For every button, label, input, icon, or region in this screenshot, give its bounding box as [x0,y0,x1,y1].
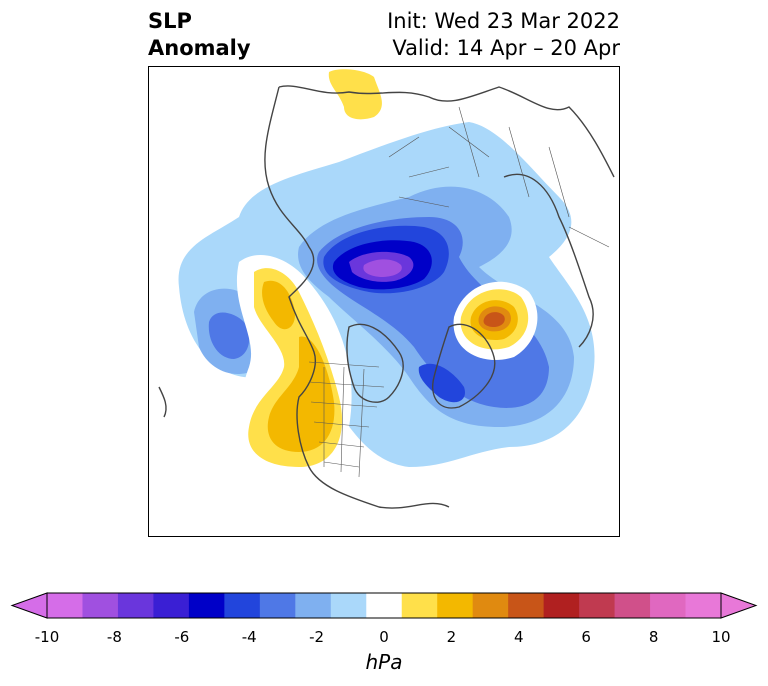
title-line-2: Anomaly [148,36,251,60]
colorbar-tick-label: 0 [379,628,389,646]
colorbar-tick-label: 4 [514,628,524,646]
colorbar-units: hPa [365,650,403,674]
colorbar-segment [437,593,474,618]
colorbar-segment [224,593,261,618]
colorbar-tick-label: -2 [309,628,325,646]
colorbar-segment [614,593,651,618]
colorbar-tick-label: -6 [174,628,190,646]
colorbar-tick-label: 10 [711,628,731,646]
country-borders [308,106,610,478]
colorbar-segment [543,593,580,618]
colorbar-tick-label: 6 [581,628,591,646]
anomaly-contour-yellow-north [328,69,382,120]
colorbar-tick-label: 2 [446,628,457,646]
colorbar [0,585,768,685]
plot-title: SLP Anomaly [148,8,251,62]
anomaly-contour-mid-blue [208,217,549,408]
colorbar-tick-label: -4 [241,628,257,646]
anomaly-contour-rust-east [483,312,505,327]
colorbar-outline [46,592,722,619]
colorbar-segment [117,593,154,618]
colorbar-tick-label: 8 [648,628,659,646]
colorbar-segment [188,593,225,618]
colorbar-extend-max [720,592,758,619]
anomaly-contour-lilac [363,259,402,277]
colorbar-segment [508,593,545,618]
colorbar-tick-label: -8 [106,628,122,646]
colorbar-segment [259,593,296,618]
anomaly-map [148,66,620,537]
valid-range: Valid: 14 Apr – 20 Apr [392,36,620,60]
colorbar-segment [366,593,403,618]
colorbar-segment [579,593,616,618]
colorbar-segment [295,593,332,618]
colorbar-segment [47,593,83,618]
colorbar-extend-min [10,592,48,619]
colorbar-segment [685,593,722,618]
colorbar-segment [82,593,119,618]
title-line-1: SLP [148,9,192,33]
map-canvas [158,69,615,509]
colorbar-segment [650,593,687,618]
colorbar-tick-label: -10 [34,628,60,646]
colorbar-segment [153,593,190,618]
coastlines [158,85,615,509]
colorbar-segment [330,593,367,618]
colorbar-svg [10,592,758,619]
anomaly-contour-gold-west [262,280,335,452]
colorbar-segment [472,593,509,618]
valid-info: Init: Wed 23 Mar 2022 Valid: 14 Apr – 20… [387,8,620,62]
init-date: Init: Wed 23 Mar 2022 [387,9,620,33]
colorbar-segment [401,593,438,618]
